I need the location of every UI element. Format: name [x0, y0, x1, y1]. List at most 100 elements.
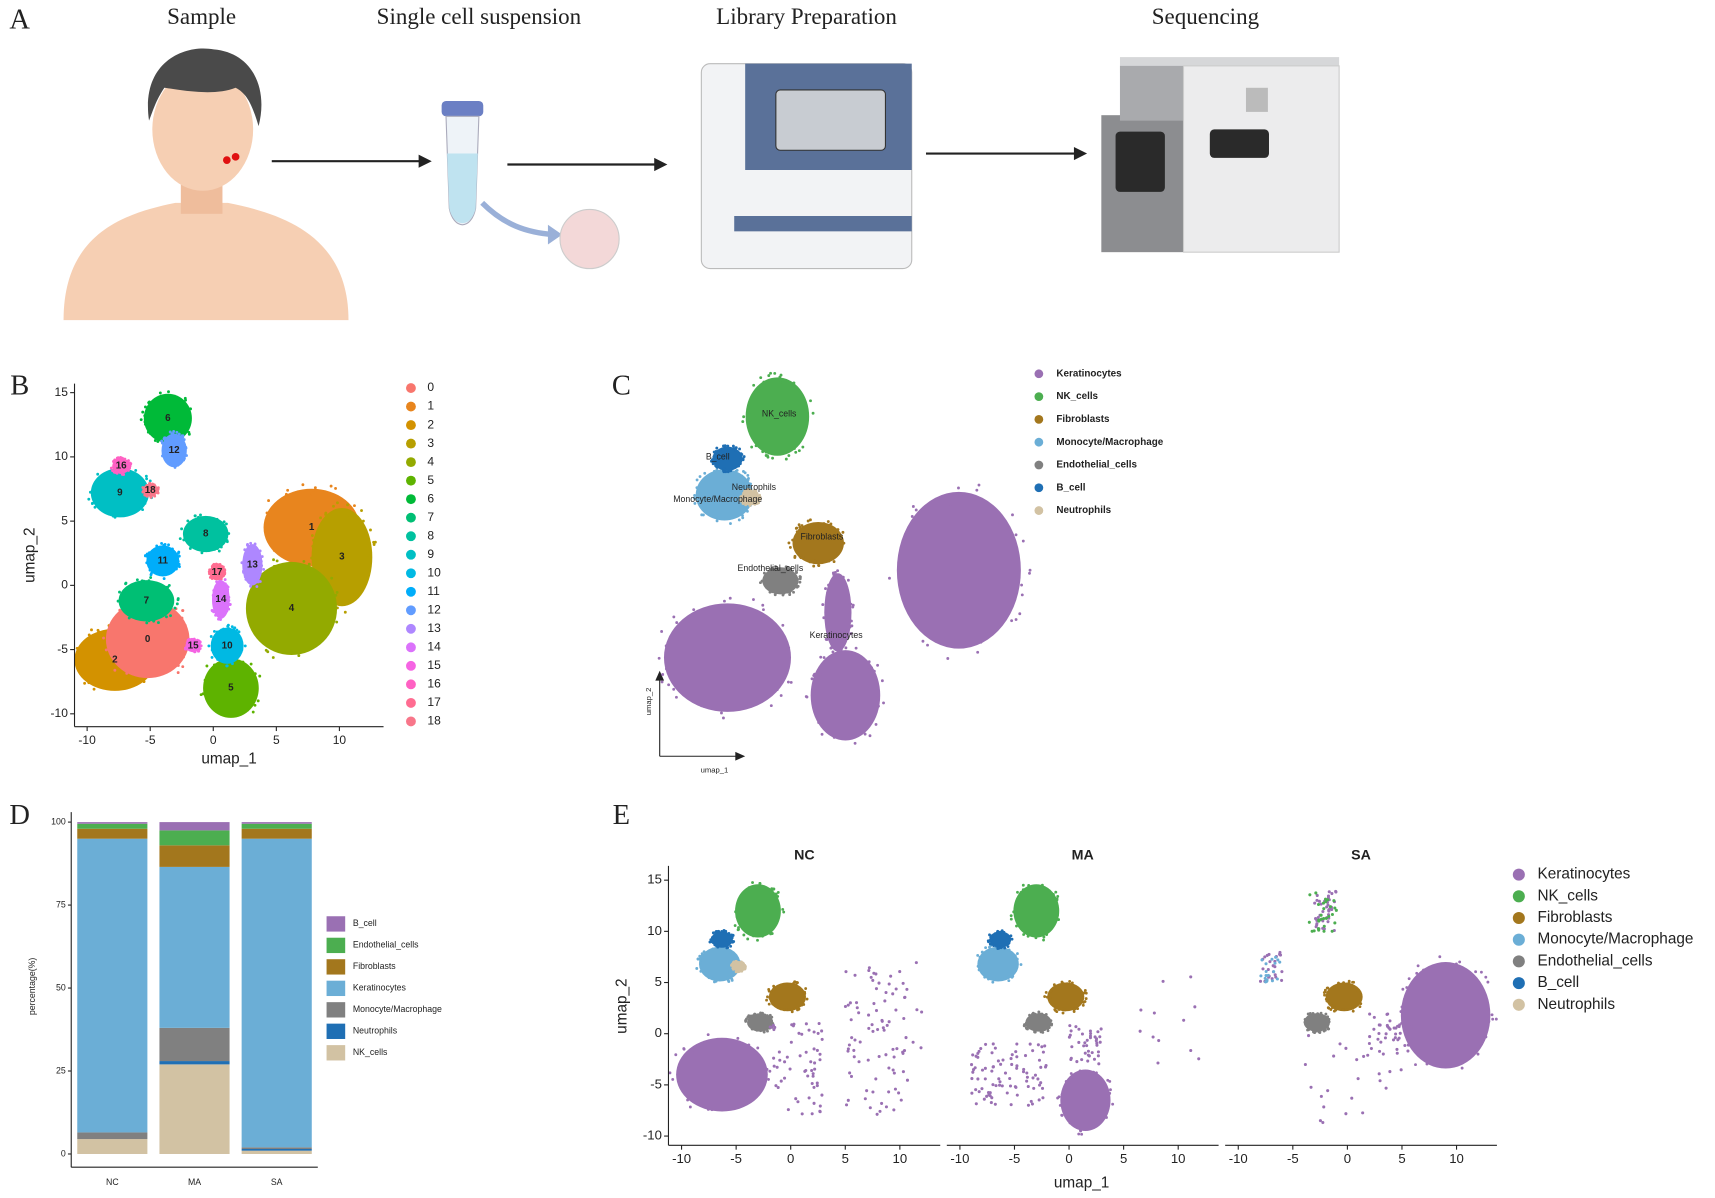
- cell-dot: [1327, 914, 1331, 918]
- cell-dot: [1319, 1028, 1323, 1032]
- cell-dot: [210, 565, 214, 568]
- cell-dot: [353, 504, 356, 508]
- cell-dot: [868, 734, 872, 738]
- y-axis-label: umap_2: [644, 688, 653, 716]
- cell-dot: [857, 731, 861, 735]
- cell-dot: [979, 1046, 983, 1051]
- cell-dot: [747, 1015, 751, 1019]
- cell-dot: [324, 511, 328, 515]
- cell-dot: [1036, 1077, 1040, 1081]
- cell-dot: [174, 434, 178, 437]
- cell-dot: [1278, 960, 1282, 964]
- cell-dot: [1098, 1035, 1102, 1039]
- cell-dot: [1015, 1093, 1019, 1097]
- cluster-label: 15: [188, 640, 199, 651]
- cell-dot: [1018, 612, 1022, 616]
- cell-dot: [199, 693, 203, 697]
- cell-dot: [1332, 1054, 1336, 1058]
- cluster-label: 12: [169, 445, 180, 456]
- cell-dot: [161, 454, 164, 458]
- cell-dot: [157, 396, 161, 400]
- cell-dot: [1427, 1061, 1431, 1065]
- cell-dot: [219, 564, 223, 568]
- cell-dot: [223, 578, 227, 581]
- cell-cluster: [1060, 1069, 1111, 1131]
- cell-dot: [1316, 1012, 1320, 1016]
- cell-dot: [1061, 1011, 1065, 1015]
- cell-dot: [779, 373, 783, 377]
- bar-segment: [159, 866, 230, 1028]
- cell-dot: [275, 559, 279, 563]
- cell-dot: [750, 1047, 754, 1051]
- cell-dot: [846, 1003, 850, 1007]
- cell-dot: [218, 579, 222, 583]
- cell-dot: [741, 608, 745, 612]
- legend-label: Monocyte/Macrophage: [1537, 931, 1693, 948]
- cell-dot: [773, 593, 777, 597]
- cell-dot: [786, 1108, 790, 1112]
- cell-dot: [1273, 961, 1277, 965]
- cell-dot: [802, 998, 806, 1002]
- cell-dot: [753, 1012, 757, 1016]
- legend-swatch: [326, 959, 346, 975]
- cell-dot: [156, 490, 160, 493]
- cell-dot: [993, 932, 997, 936]
- cell-dot: [698, 954, 702, 958]
- cell-dot: [1027, 884, 1031, 887]
- cell-dot: [848, 1001, 852, 1005]
- cell-dot: [310, 556, 314, 560]
- cell-dot: [1083, 1051, 1087, 1055]
- cell-dot: [739, 476, 742, 480]
- cell-dot: [144, 405, 147, 409]
- cell-dot: [867, 724, 870, 728]
- cell-dot: [974, 1102, 978, 1106]
- cell-dot: [794, 526, 798, 530]
- cell-dot: [1279, 953, 1283, 957]
- cell-dot: [126, 670, 130, 674]
- cell-dot: [1026, 1027, 1029, 1031]
- cell-dot: [1344, 1046, 1348, 1050]
- cell-dot: [988, 942, 992, 946]
- cell-dot: [1068, 1080, 1072, 1084]
- cell-dot: [1063, 1008, 1067, 1012]
- cell-cluster: [1025, 1013, 1052, 1032]
- cell-dot: [1015, 1066, 1019, 1070]
- cell-dot: [856, 656, 860, 660]
- x-axis-label: umap_1: [201, 751, 256, 768]
- cell-dot: [858, 1040, 862, 1044]
- legend-label: Endothelial_cells: [1537, 952, 1652, 969]
- cell-dot: [839, 647, 843, 651]
- curved-arrow: [480, 200, 554, 238]
- cell-dot: [1042, 938, 1045, 942]
- cell-dot: [841, 530, 845, 534]
- cell-dot: [1491, 1017, 1495, 1021]
- cell-dot: [153, 494, 157, 498]
- legend-label: Neutrophils: [1537, 996, 1615, 1013]
- cell-dot: [91, 502, 94, 505]
- person-hair: [147, 48, 262, 127]
- cell-dot: [127, 616, 131, 620]
- cell-dot: [308, 643, 312, 647]
- cell-cluster: [210, 627, 244, 664]
- cell-dot: [1040, 883, 1044, 887]
- cell-dot: [801, 399, 805, 403]
- cell-dot: [726, 470, 730, 474]
- cluster-label: Fibroblasts: [800, 531, 843, 541]
- cell-dot: [755, 1028, 759, 1032]
- cell-dot: [763, 1013, 766, 1017]
- cell-dot: [128, 466, 131, 470]
- cell-dot: [742, 507, 746, 511]
- cell-dot: [1189, 975, 1193, 979]
- cell-dot: [1039, 1081, 1043, 1085]
- cell-dot: [841, 575, 845, 579]
- y-tick-label: 0: [61, 578, 68, 592]
- cell-dot: [1046, 888, 1050, 892]
- cell-cluster: [182, 515, 229, 553]
- cell-dot: [883, 999, 887, 1003]
- bar-segment: [241, 822, 312, 824]
- cell-dot: [673, 629, 677, 633]
- cell-dot: [1010, 534, 1014, 538]
- cell-dot: [746, 473, 750, 477]
- cell-dot: [777, 567, 781, 571]
- sequencer-left-top: [1119, 65, 1186, 121]
